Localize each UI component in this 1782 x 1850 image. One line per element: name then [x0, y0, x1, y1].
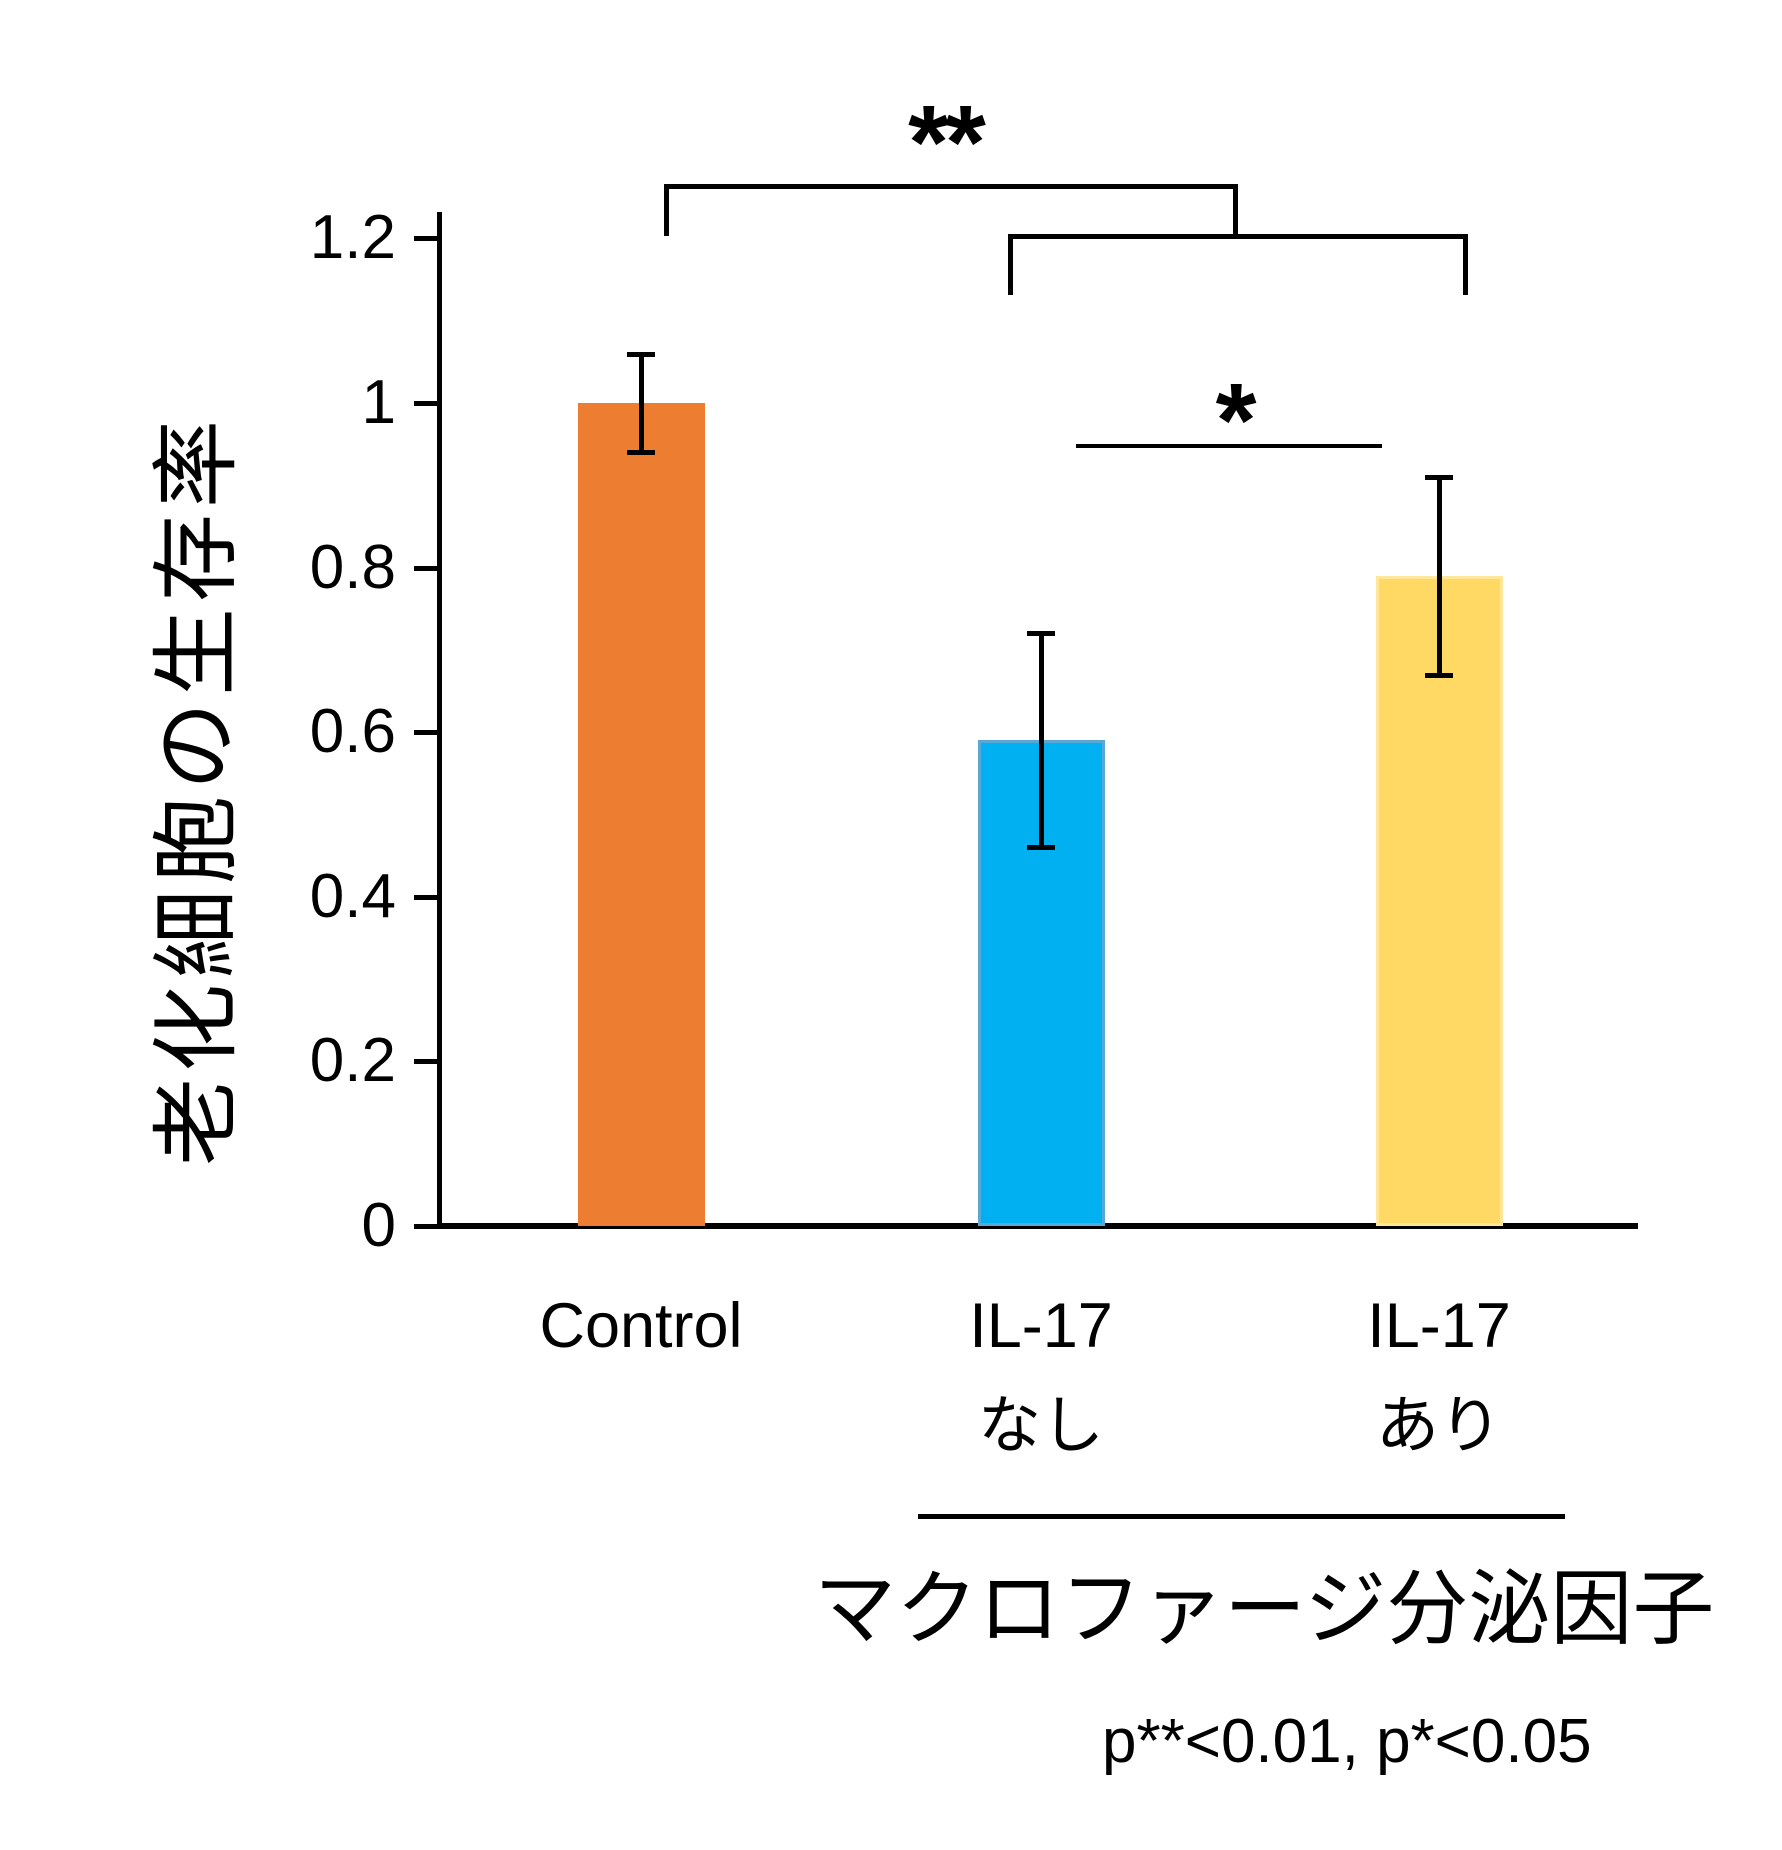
sig-single-asterisk: * [1215, 362, 1257, 479]
x-label-IL-17 なし: IL-17 [969, 1291, 1113, 1361]
bar-Control [577, 403, 705, 1226]
error-bar-cap-bottom [627, 450, 655, 456]
y-tick-label: 0 [361, 1191, 396, 1260]
sig-double-asterisk: ** [908, 84, 986, 201]
y-axis-line [437, 212, 442, 1228]
y-tick-label: 0.6 [309, 697, 396, 767]
group-underline [918, 1514, 1565, 1519]
y-tick [414, 236, 437, 242]
error-bar-cap-top [627, 351, 655, 357]
group-label: マクロファージ分泌因子 [814, 1564, 1715, 1655]
y-tick-label: 0.8 [309, 532, 396, 602]
x-axis-line [437, 1223, 1638, 1229]
x-label-IL-17 あり: あり [1376, 1391, 1502, 1461]
error-bar-line [639, 353, 644, 453]
sig-line-single [1076, 444, 1382, 448]
sig-bracket-2-left-drop [1008, 234, 1013, 295]
bar-IL-17 あり [1375, 575, 1503, 1226]
error-bar-cap-bottom [1425, 672, 1453, 678]
y-tick [414, 1059, 437, 1065]
y-tick [414, 1224, 437, 1229]
x-label-IL-17 なし: なし [978, 1391, 1104, 1461]
y-tick [414, 730, 437, 736]
error-bar-cap-top [1027, 631, 1055, 637]
y-tick-label: 1 [361, 368, 396, 437]
sig-bracket-1-top [664, 184, 1238, 189]
y-tick-label: 0.4 [309, 861, 396, 931]
y-tick [414, 401, 437, 406]
error-bar-line [1437, 477, 1442, 675]
y-tick-label: 0.2 [309, 1026, 396, 1096]
p-value-note: p**<0.01, p*<0.05 [1102, 1707, 1592, 1776]
y-tick [414, 894, 437, 900]
y-tick [414, 565, 437, 571]
sig-bracket-1-right-drop [1233, 184, 1238, 239]
error-bar-cap-top [1425, 475, 1453, 481]
x-label-Control: Control [539, 1291, 743, 1361]
y-tick-label: 1.2 [309, 203, 396, 273]
x-label-IL-17 あり: IL-17 [1367, 1291, 1511, 1361]
sig-bracket-2-top [1008, 234, 1468, 239]
sig-bracket-1-left-drop [664, 184, 669, 236]
error-bar-line [1039, 633, 1044, 848]
error-bar-cap-bottom [1027, 845, 1055, 851]
sig-bracket-2-right-drop [1463, 234, 1468, 295]
